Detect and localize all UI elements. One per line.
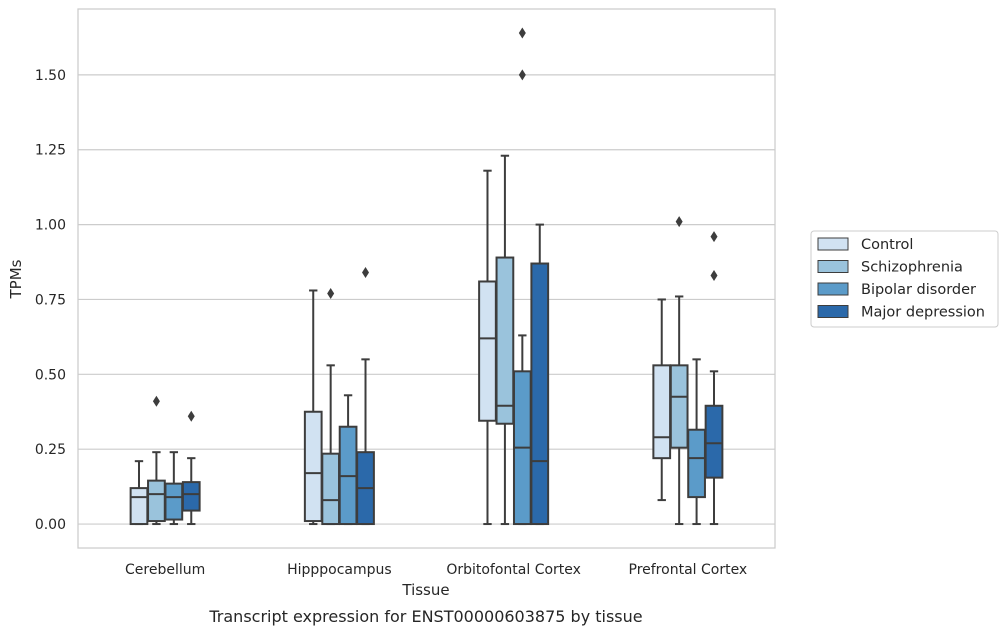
box-2-0 [478,169,497,526]
box-1-0 [303,289,323,526]
legend-swatch [817,305,849,318]
legend-swatch [817,237,849,251]
y-tick-label: 0.75 [35,292,66,308]
iqr-box [129,487,149,526]
figure-caption: Transcript expression for ENST0000060387… [208,607,642,626]
x-tick-label: Cerebellum [125,562,205,578]
outlier-point [518,27,526,39]
box-3-2 [687,358,706,526]
box-1-2 [338,394,358,526]
y-axis-ticks: 0.00 0.25 0.50 0.75 1.00 1.25 1.50 [35,68,66,533]
iqr-box [530,262,550,526]
legend-label: Control [861,237,913,253]
box-3-0 [652,298,672,502]
x-tick-label: Prefrontal Cortex [629,562,748,578]
legend-items: Control Schizophrenia Bipolar disorder Majo… [817,237,985,321]
y-axis-label: TPMs [7,259,25,299]
box-1-3 [356,267,375,526]
iqr-box [478,280,497,422]
x-axis-ticks: Cerebellum Hipppocampus Orbitofontal Corte… [125,562,747,578]
box-3-3 [704,231,724,526]
iqr-box [495,256,515,425]
box-1-1 [321,287,341,526]
y-tick-label: 0.50 [35,367,66,383]
legend-swatch [817,260,849,273]
legend-label: Schizophrenia [861,260,963,276]
box-0-3 [181,410,201,526]
y-tick-label: 1.50 [35,68,66,84]
outlier-point [710,231,718,243]
x-axis-label: Tissue [401,581,449,599]
iqr-box [687,428,706,499]
box-2-1 [495,154,515,526]
box-0-2 [164,451,184,526]
plot-area-frame [77,8,776,549]
outlier-point [518,69,526,81]
y-tick-label: 1.00 [35,218,66,234]
outlier-point [187,410,195,422]
box-3-1 [669,216,689,526]
outlier-point [362,267,370,279]
outlier-point [327,287,335,299]
legend-frame [810,230,999,328]
box-2-2 [512,27,532,526]
box-0-1 [147,395,166,526]
x-tick-label: Orbitofontal Cortex [446,562,581,578]
legend-swatch [817,282,849,296]
y-tick-label: 1.25 [35,143,66,159]
y-tick-label: 0.25 [35,442,66,458]
legend: Control Schizophrenia Bipolar disorder Majo… [810,230,999,328]
x-tick-label: Hipppocampus [287,562,392,578]
iqr-box [164,482,184,521]
outlier-point [710,270,718,282]
outlier-point [675,216,683,228]
iqr-box [181,481,201,512]
iqr-box [147,479,166,523]
iqr-box [652,364,672,460]
iqr-box [303,410,323,523]
y-tick-label: 0.00 [35,517,66,533]
iqr-box [321,452,341,526]
box-0-0 [129,460,149,526]
box-2-3 [530,223,550,526]
iqr-box [704,404,724,479]
iqr-box [669,364,689,449]
boxes [129,27,724,526]
gridlines [78,74,775,525]
legend-label: Bipolar disorder [861,282,976,298]
outlier-point [152,395,160,407]
legend-label: Major depression [861,305,985,321]
